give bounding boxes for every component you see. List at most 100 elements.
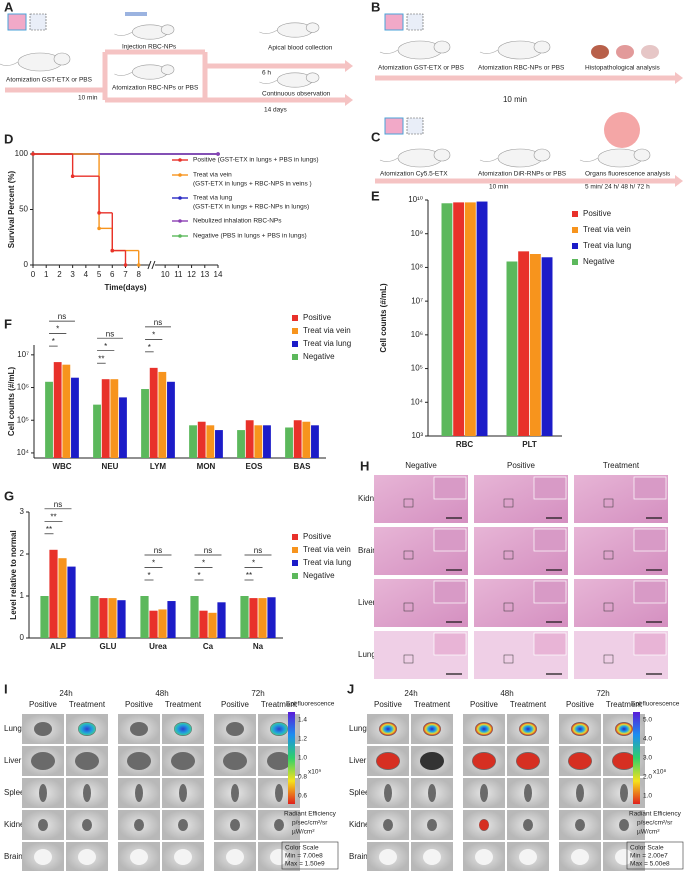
scale-label: Color Scale	[630, 845, 664, 852]
colorbar-exponent: x10⁹	[308, 769, 321, 776]
scale-label: Min = 7.00e8	[285, 853, 323, 860]
mouse-head	[433, 40, 451, 54]
x-tick-label: 14	[214, 270, 223, 279]
y-tick-label: 10¹⁰	[408, 195, 423, 204]
bar	[240, 596, 249, 638]
group-header: Treatment	[606, 700, 643, 709]
x-tick-label: MON	[197, 462, 216, 471]
step-label: Continuous observation	[262, 91, 331, 98]
y-tick-label: 10⁷	[17, 350, 29, 359]
bar	[506, 261, 518, 436]
time-header: 24h	[59, 689, 72, 698]
point	[110, 248, 115, 253]
bar	[541, 257, 553, 436]
arrow-head	[675, 72, 683, 84]
zoom-inset	[633, 580, 667, 604]
legend-label: Negative	[303, 571, 335, 580]
significance-label: *	[152, 330, 155, 339]
mouse-tail	[379, 157, 399, 162]
zoom-inset	[433, 528, 467, 552]
legend-swatch	[572, 227, 578, 233]
legend-label: Positive (GST-ETX in lungs + PBS in lung…	[193, 157, 319, 164]
legend-label: Treat via vein	[193, 172, 232, 179]
y-tick-label: 50	[19, 205, 28, 214]
legend-marker	[178, 196, 182, 200]
fluorescence-signal	[376, 752, 400, 770]
legend-label: Treat via lung	[583, 241, 631, 250]
row-label: Kidney	[358, 494, 382, 503]
legend-label: Negative	[303, 352, 335, 361]
organ	[427, 819, 437, 831]
point	[31, 152, 35, 156]
unit-label: Radiant Efficiency	[284, 811, 337, 818]
significance-label: ns	[106, 329, 114, 338]
bar	[441, 203, 453, 436]
bar	[285, 427, 293, 458]
legend-label: Positive	[303, 532, 332, 541]
bar	[45, 381, 53, 458]
bar	[141, 389, 149, 458]
organ-icon	[641, 45, 659, 59]
x-tick-label: ALP	[50, 642, 67, 651]
zoom-box	[403, 654, 414, 664]
organ	[420, 752, 444, 770]
organ	[571, 849, 589, 865]
panel-letter: A	[4, 0, 14, 14]
organ	[82, 819, 92, 831]
organ	[480, 784, 488, 802]
lung-icon	[384, 117, 404, 135]
group-header: Positive	[125, 700, 154, 709]
bar	[217, 602, 226, 638]
bar	[206, 425, 215, 458]
significance-label: *	[147, 571, 150, 580]
organ	[223, 752, 247, 770]
mouse-tail	[114, 31, 133, 36]
time-header: 24h	[404, 689, 417, 698]
y-tick-label: 3	[20, 507, 25, 516]
significance-label: **	[246, 571, 252, 580]
nebulizer-icon	[406, 13, 424, 31]
fluorescence-signal	[423, 722, 441, 736]
x-tick-label: 0	[31, 270, 36, 279]
y-tick-label: 10⁵	[411, 364, 423, 373]
mouse-tail	[259, 79, 278, 84]
y-tick-label: 1	[20, 591, 25, 600]
zoom-inset	[533, 632, 567, 656]
significance-label: *	[56, 325, 59, 334]
legend-label: Treat via vein	[303, 545, 351, 554]
bar	[108, 598, 117, 638]
mouse-tail	[579, 157, 599, 162]
bar	[208, 612, 217, 638]
group-header: Positive	[374, 700, 403, 709]
time-header: 72h	[596, 689, 609, 698]
colorbar	[288, 712, 295, 804]
zoom-box	[503, 498, 514, 508]
zoom-inset	[633, 632, 667, 656]
x-tick-label: Ca	[203, 642, 214, 651]
bar	[293, 420, 302, 458]
panel-letter: B	[371, 0, 380, 14]
fluorescence-signal	[519, 722, 537, 736]
y-tick-label: 10⁹	[411, 229, 423, 238]
colorbar-tick: 1.0	[298, 755, 307, 762]
mouse-head	[433, 148, 451, 162]
panel-letter: D	[4, 131, 13, 146]
organ-label: Spleen	[349, 788, 374, 797]
bar	[40, 596, 49, 638]
mouse-head	[305, 22, 320, 33]
legend-swatch	[292, 341, 298, 347]
legend-marker	[178, 158, 182, 162]
colorbar-tick: 4.0	[643, 736, 652, 743]
bar	[215, 430, 223, 458]
x-tick-label: 5	[97, 270, 102, 279]
zoom-inset	[633, 528, 667, 552]
bar	[249, 598, 258, 638]
mouse-tail	[379, 49, 399, 54]
unit-label: p/sec/cm²/sr	[637, 820, 673, 827]
panel-letter: J	[347, 681, 354, 696]
x-tick-label: Urea	[149, 642, 167, 651]
legend-marker	[178, 234, 182, 238]
organ	[475, 849, 493, 865]
group-header: Treatment	[510, 700, 547, 709]
bar	[518, 251, 530, 436]
